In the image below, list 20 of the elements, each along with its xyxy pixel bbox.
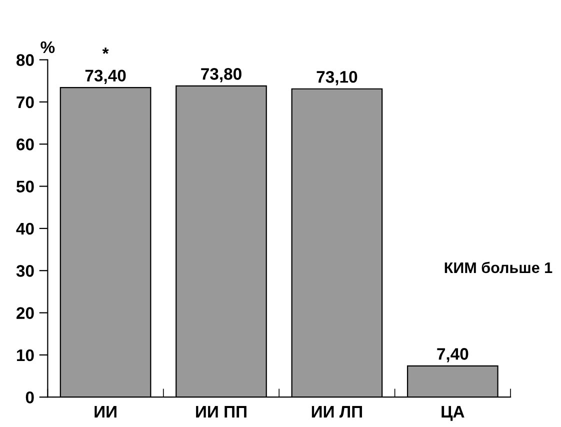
x-tick-label: ИИ ПП [196, 406, 246, 418]
y-tick-label: 10 [17, 349, 34, 362]
data-label: 73,10 [316, 71, 358, 86]
y-tick-label: 20 [16, 307, 34, 319]
data-label: 7,40 [437, 348, 468, 362]
data-label: 73,80 [201, 68, 242, 82]
x-tick-label: ИИ ЛП [312, 406, 362, 418]
y-axis-title: % [40, 41, 55, 54]
annotation: * [102, 48, 109, 54]
y-tick-label: 70 [16, 96, 34, 108]
y-tick-label: 0 [26, 392, 34, 404]
y-tick-label: 60 [16, 138, 34, 150]
x-tick-label: ЦА [442, 406, 464, 421]
data-label: 73,40 [85, 70, 126, 84]
y-tick-label: 50 [16, 180, 34, 192]
annotation: КИМ больше 1 [444, 262, 552, 274]
y-tick-label: 80 [16, 54, 34, 66]
y-tick-label: 30 [16, 265, 34, 277]
x-tick-label: ИИ [94, 406, 116, 418]
y-tick-label: 40 [16, 222, 34, 235]
